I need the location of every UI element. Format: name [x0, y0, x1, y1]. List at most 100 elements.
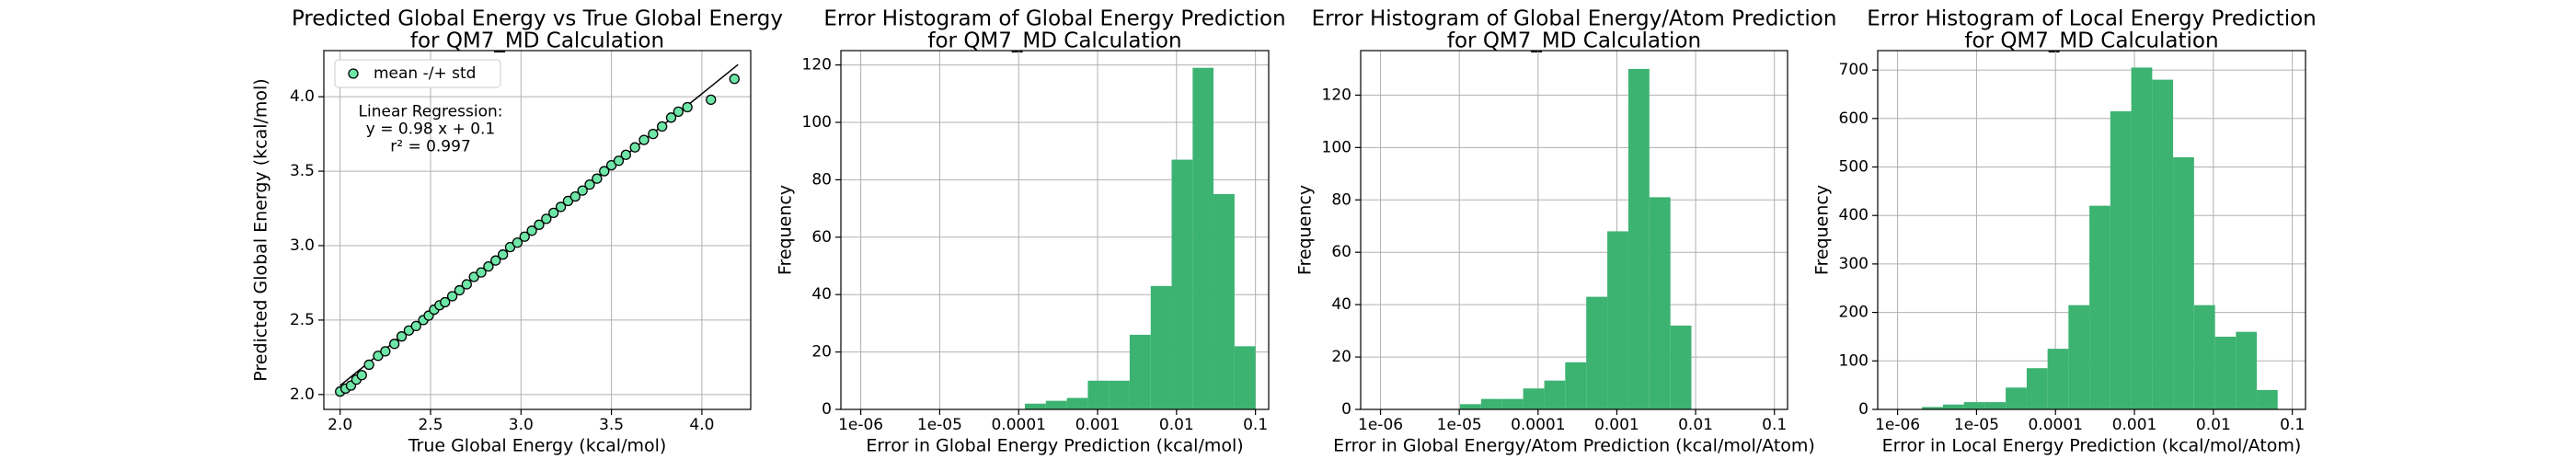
- subplot: Error Histogram of Local Energy Predicti…: [1812, 7, 2317, 456]
- chart-title: for QM7_MD Calculation: [1964, 29, 2218, 53]
- scatter-point: [599, 166, 610, 177]
- chart-title: Predicted Global Energy vs True Global E…: [292, 7, 783, 31]
- x-tick-label: 4.0: [689, 416, 714, 434]
- scatter-point: [569, 190, 581, 202]
- histogram-bar: [1586, 296, 1608, 409]
- y-tick-label: 4.0: [290, 87, 315, 106]
- histogram-bar: [2110, 110, 2132, 409]
- chart-title: Error Histogram of Global Energy/Atom Pr…: [1312, 7, 1837, 31]
- histogram-bar: [1066, 397, 1088, 409]
- x-axis-label: Error in Global Energy Prediction (kcal/…: [866, 436, 1243, 456]
- histogram-bar: [2236, 331, 2258, 409]
- scatter-point: [682, 101, 693, 113]
- scatter-point: [396, 331, 408, 342]
- chart-title: Error Histogram of Local Energy Predicti…: [1867, 7, 2317, 31]
- y-tick-label: 80: [1331, 190, 1351, 209]
- y-tick-label: 0: [1341, 400, 1351, 419]
- y-tick-label: 2.5: [290, 311, 315, 329]
- histogram-bar: [1109, 380, 1130, 409]
- annotation: r² = 0.997: [390, 137, 471, 155]
- histogram-bar: [1607, 231, 1628, 409]
- y-tick-label: 300: [1839, 255, 1869, 273]
- histogram-bar: [1192, 67, 1214, 409]
- scatter-point: [440, 296, 451, 308]
- histogram-bar: [1025, 403, 1046, 409]
- scatter-point: [512, 237, 523, 248]
- histogram-bar: [1501, 398, 1524, 409]
- y-tick-label: 100: [802, 113, 832, 132]
- chart-title: for QM7_MD Calculation: [1447, 29, 1701, 53]
- x-tick-label: 3.5: [599, 416, 624, 434]
- x-tick-label: 0.0001: [2028, 416, 2082, 434]
- x-tick-label: 0.1: [1762, 416, 1787, 434]
- y-tick-label: 0: [1858, 400, 1869, 419]
- x-axis-label: Error in Global Energy/Atom Prediction (…: [1333, 436, 1815, 456]
- scatter-point: [380, 346, 391, 357]
- scatter-point: [476, 267, 487, 278]
- y-tick-label: 500: [1839, 157, 1869, 176]
- scatter-point: [410, 320, 421, 332]
- y-tick-label: 60: [1331, 243, 1351, 261]
- chart-title: Error Histogram of Global Energy Predict…: [823, 7, 1285, 31]
- y-axis-label: Frequency: [776, 185, 796, 275]
- annotation: y = 0.98 x + 0.1: [366, 120, 496, 138]
- subplot: Error Histogram of Global Energy/Atom Pr…: [1295, 7, 1837, 456]
- y-tick-label: 3.0: [290, 236, 315, 255]
- histogram-bar: [1942, 404, 1964, 409]
- scatter-point: [657, 121, 668, 132]
- histogram-bar: [1963, 402, 1985, 409]
- histogram-bar: [2026, 368, 2048, 409]
- scatter-point: [446, 291, 458, 302]
- histogram-bar: [2006, 387, 2027, 409]
- scatter-point: [648, 128, 659, 140]
- scatter-point: [584, 178, 595, 190]
- x-tick-label: 2.5: [418, 416, 443, 434]
- axes-frame: [323, 50, 752, 410]
- histogram-bar: [1649, 197, 1671, 409]
- histogram-bar: [1565, 362, 1587, 409]
- scatter-point: [519, 231, 530, 242]
- histogram-bar: [2152, 79, 2174, 410]
- x-tick-label: 0.01: [1678, 416, 1713, 434]
- y-tick-label: 400: [1839, 206, 1869, 224]
- histogram-bar: [2214, 336, 2237, 409]
- scatter-point: [613, 155, 625, 167]
- histogram-bar: [1087, 380, 1110, 409]
- histogram-bar: [2068, 305, 2090, 409]
- x-axis-label: True Global Energy (kcal/mol): [408, 436, 667, 456]
- y-tick-label: 200: [1839, 304, 1869, 322]
- y-tick-label: 20: [811, 343, 832, 362]
- y-tick-label: 2.0: [290, 385, 315, 404]
- x-tick-label: 1e-05: [1437, 416, 1482, 434]
- x-tick-label: 1e-06: [1875, 416, 1920, 434]
- y-tick-label: 100: [1322, 138, 1351, 156]
- y-tick-label: 20: [1331, 348, 1351, 366]
- scatter-point: [638, 134, 650, 145]
- axes-frame: [840, 50, 1270, 410]
- subplot: Predicted Global Energy vs True Global E…: [251, 7, 784, 456]
- x-tick-label: 2.0: [328, 416, 352, 434]
- histogram-bar: [1150, 285, 1172, 409]
- x-tick-label: 0.001: [2112, 416, 2157, 434]
- histogram-bar: [1523, 388, 1545, 409]
- scatter-point: [526, 225, 537, 236]
- x-tick-label: 1e-05: [917, 416, 962, 434]
- scatter-point: [363, 359, 374, 371]
- histogram-bar: [1544, 380, 1566, 409]
- scatter-point: [490, 255, 501, 266]
- scatter-point: [356, 370, 367, 381]
- x-axis-label: Error in Local Energy Prediction (kcal/m…: [1882, 436, 2302, 456]
- y-tick-label: 120: [1322, 86, 1351, 104]
- chart-title: for QM7_MD Calculation: [410, 29, 664, 53]
- y-tick-label: 40: [811, 285, 832, 304]
- scatter-point: [548, 207, 559, 219]
- legend-marker: [348, 68, 359, 79]
- histogram-bar: [2173, 156, 2194, 409]
- scatter-point: [454, 284, 466, 296]
- y-tick-label: 120: [802, 56, 832, 75]
- x-tick-label: 0.1: [1243, 416, 1268, 434]
- x-tick-label: 3.0: [509, 416, 534, 434]
- scatter-point: [706, 94, 717, 106]
- scatter-point: [461, 279, 472, 290]
